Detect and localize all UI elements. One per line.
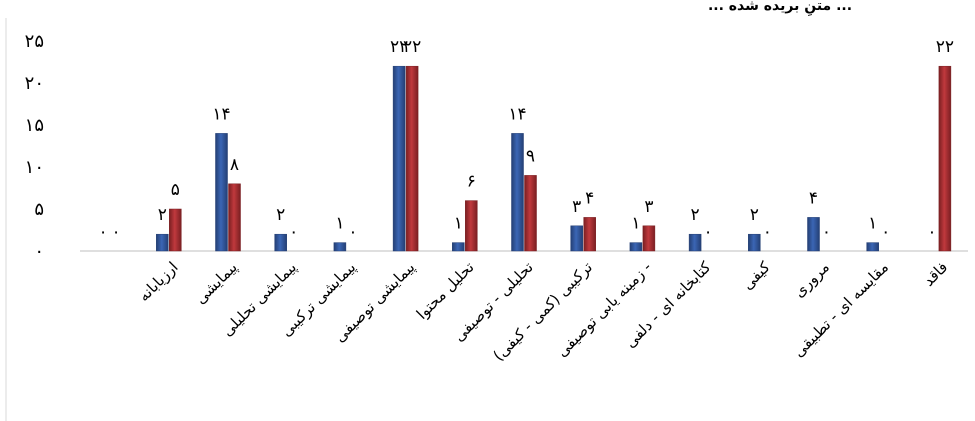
data-label-series-b: ۰ bbox=[112, 222, 121, 242]
data-label-series-b: ۸ bbox=[230, 155, 239, 175]
bar-series-b bbox=[642, 225, 656, 252]
bars-group bbox=[156, 65, 952, 252]
x-category-label: فاقد bbox=[920, 258, 952, 290]
bar-series-a bbox=[866, 242, 879, 252]
y-tick-label: ۲۵ bbox=[25, 31, 44, 52]
bar-series-b bbox=[228, 183, 241, 252]
data-label-series-a: ۲ bbox=[691, 205, 700, 225]
data-label-series-b: ۰ bbox=[348, 222, 357, 242]
bar-series-b bbox=[465, 200, 478, 252]
bar-series-a bbox=[629, 242, 643, 252]
data-label-series-b: ۵ bbox=[171, 180, 180, 200]
data-label-series-a: ۴ bbox=[809, 188, 818, 208]
data-label-series-a: ۰ bbox=[99, 222, 108, 242]
x-category-label: ارزیابانه bbox=[135, 258, 182, 305]
data-label-series-a: ۲ bbox=[158, 205, 167, 225]
data-label-series-b: ۰ bbox=[289, 222, 298, 242]
data-label-series-a: ۱ bbox=[631, 214, 640, 234]
data-label-series-a: ۲۲ bbox=[390, 37, 408, 57]
bar-series-a bbox=[215, 133, 228, 252]
bar-series-a bbox=[748, 233, 761, 252]
data-label-series-b: ۲۲ bbox=[936, 37, 954, 57]
y-tick-label: ۱۰ bbox=[25, 157, 44, 178]
data-label-series-b: ۴ bbox=[585, 188, 594, 208]
data-label-series-a: ۱۴ bbox=[212, 104, 230, 124]
data-label-series-a: ۱ bbox=[335, 214, 344, 234]
bar-series-a bbox=[688, 233, 702, 252]
data-label-series-a: ۱ bbox=[868, 214, 877, 234]
data-label-series-a: ۱ bbox=[454, 214, 463, 234]
y-tick-label: ۲۰ bbox=[25, 73, 44, 94]
data-label-series-a: ۱۴ bbox=[508, 104, 526, 124]
bar-series-a bbox=[807, 217, 820, 252]
bar-series-a bbox=[511, 133, 524, 252]
data-label-series-b: ۳ bbox=[644, 197, 653, 217]
bar-series-b bbox=[938, 65, 952, 252]
bar-series-a bbox=[452, 242, 465, 252]
x-category-label: مروری bbox=[790, 258, 833, 301]
bar-series-a bbox=[333, 242, 347, 252]
bar-series-a bbox=[274, 233, 287, 252]
bar-series-b bbox=[405, 65, 419, 252]
y-tick-label: ۰ bbox=[34, 241, 44, 262]
y-tick-label: ۵ bbox=[34, 199, 44, 220]
bar-series-b bbox=[583, 217, 596, 252]
top-cut-text: ... متنِ بریده شده ... bbox=[708, 0, 852, 16]
data-label-series-a: ۲ bbox=[276, 205, 285, 225]
bar-series-a bbox=[156, 233, 169, 252]
bar-series-a bbox=[570, 225, 583, 252]
data-label-series-b: ۲۲ bbox=[403, 37, 421, 57]
y-axis: ۰ ۵ ۱۰ ۱۵ ۲۰ ۲۵ bbox=[25, 31, 44, 262]
data-label-series-b: ۰ bbox=[822, 222, 831, 242]
x-category-label: پیمایشی bbox=[191, 258, 241, 308]
x-category-label: ترکیبی (کمی - کیفی) bbox=[489, 258, 596, 365]
bar-series-b bbox=[524, 175, 537, 252]
data-label-series-b: ۰ bbox=[763, 222, 772, 242]
data-label-series-b: ۶ bbox=[467, 172, 476, 192]
y-tick-label: ۱۵ bbox=[25, 115, 44, 136]
bar-series-b bbox=[169, 208, 182, 252]
data-label-series-b: ۰ bbox=[704, 222, 713, 242]
data-label-series-b: ۹ bbox=[526, 146, 535, 166]
data-label-series-a: ۲ bbox=[750, 205, 759, 225]
data-label-series-a: ۳ bbox=[572, 197, 581, 217]
data-label-series-a: ۰ bbox=[927, 222, 936, 242]
x-category-label: کیفی bbox=[738, 257, 774, 293]
bar-series-a bbox=[392, 65, 406, 252]
data-label-series-b: ۰ bbox=[881, 222, 890, 242]
